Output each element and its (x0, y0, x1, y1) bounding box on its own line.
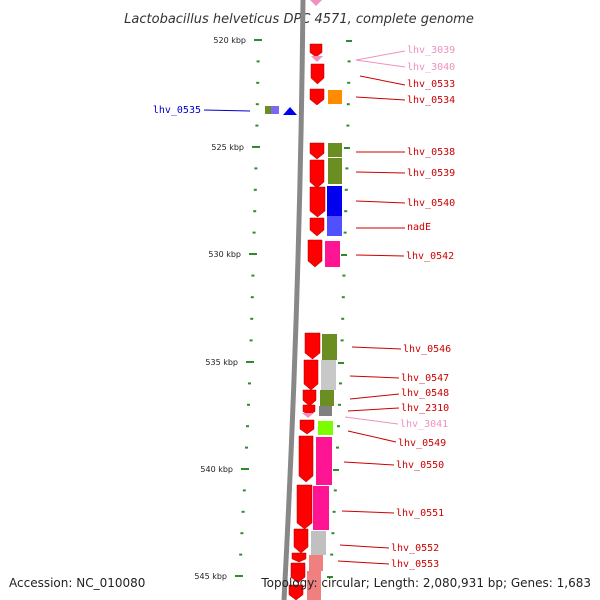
gene-label: lhv_2310 (401, 403, 449, 414)
gene-label: lhv_0553 (391, 559, 439, 570)
leader-line (355, 171, 406, 174)
gene-label: lhv_0538 (407, 147, 455, 158)
gene-block (271, 106, 279, 114)
gene-block (265, 106, 271, 114)
forward-gene-arrow (309, 186, 326, 218)
gene-label: lhv_0542 (406, 251, 454, 262)
forward-gene-arrow (309, 142, 325, 160)
gene-block (325, 241, 340, 267)
gene-block (311, 531, 326, 555)
leader-line (355, 59, 406, 68)
gene-label: lhv_0540 (407, 198, 455, 209)
gene-label: lhv_3039 (407, 45, 455, 56)
gene-chevron (302, 413, 314, 418)
reverse-gene-arrow (283, 107, 297, 115)
gene-features (265, 43, 342, 600)
leader-line (343, 461, 395, 466)
gene-label: lhv_0549 (398, 438, 446, 449)
gene-block (309, 555, 323, 571)
map-title: Lactobacillus helveticus DPC 4571, compl… (124, 12, 474, 27)
forward-gene-arrow (302, 389, 317, 407)
gene-label: lhv_0534 (407, 95, 455, 106)
leader-line (337, 560, 390, 565)
leader-line (349, 393, 400, 400)
forward-gene-arrow (290, 562, 306, 584)
gene-label: lhv_0551 (396, 508, 444, 519)
forward-gene-arrow (309, 43, 323, 58)
leader-line (344, 416, 399, 425)
forward-gene-arrow (310, 63, 325, 85)
accession-text: Accession: NC_010080 (9, 576, 146, 590)
gene-block (322, 334, 337, 360)
gene-block (327, 216, 342, 236)
gene-block (327, 186, 342, 216)
gene-block (313, 486, 329, 530)
kbp-label: 540 kbp (200, 465, 233, 474)
gene-label: lhv_0550 (396, 460, 444, 471)
top-cap-arrow (310, 0, 322, 6)
leader-line (355, 96, 406, 101)
leader-line (349, 375, 400, 379)
genome-backbone (281, 0, 306, 600)
forward-gene-arrow (304, 332, 321, 360)
kbp-ruler: 520 kbp 525 kbp 530 kbp 535 kbp 540 kbp 545 k… (194, 36, 352, 581)
leader-line (203, 109, 251, 112)
leader-line (351, 346, 402, 350)
forward-gene-arrow (298, 435, 314, 483)
gene-label: lhv_0548 (401, 388, 449, 399)
gene-label: lhv_0552 (391, 543, 439, 554)
leader-line (347, 430, 397, 443)
gene-label: lhv_0539 (407, 168, 455, 179)
leader-line (341, 510, 395, 514)
genome-summary: Topology: circular; Length: 2,080,931 bp… (261, 576, 591, 590)
gene-label: lhv_3041 (400, 419, 448, 430)
gene-block (319, 406, 332, 416)
leader-line (355, 200, 406, 204)
gene-block (328, 143, 342, 157)
gene-label: lhv_0547 (401, 373, 449, 384)
forward-gene-arrow (309, 88, 325, 106)
gene-block (320, 390, 334, 406)
leader-line (355, 50, 406, 61)
forward-gene-arrow (309, 217, 325, 237)
kbp-label: 545 kbp (194, 572, 227, 581)
gene-label: lhv_0535 (153, 105, 201, 116)
leader-line (339, 544, 390, 549)
forward-gene-arrow (303, 359, 319, 391)
gene-label: lhv_3040 (407, 62, 455, 73)
leader-line (347, 407, 400, 412)
leader-line (355, 254, 405, 257)
forward-gene-arrow (296, 484, 313, 530)
gene-label: lhv_0546 (403, 344, 451, 355)
kbp-label: 530 kbp (208, 250, 241, 259)
kbp-label: 525 kbp (211, 143, 244, 152)
gene-block (328, 90, 342, 104)
forward-gene-arrow (288, 584, 304, 600)
kbp-label: 535 kbp (205, 358, 238, 367)
leader-line (359, 75, 406, 86)
gene-block (321, 360, 336, 390)
gene-block (318, 421, 333, 435)
forward-gene-arrow (299, 419, 315, 435)
gene-label: lhv_0533 (407, 79, 455, 90)
forward-gene-arrow (307, 239, 323, 268)
kbp-label: 520 kbp (213, 36, 246, 45)
gene-labels: lhv_3039 lhv_3040 lhv_0533 lhv_0534 lhv_0535… (153, 45, 455, 570)
forward-gene-arrow (291, 552, 307, 563)
forward-gene-arrow (293, 528, 309, 554)
gene-label: nadE (407, 222, 431, 233)
gene-chevron (311, 56, 323, 62)
forward-gene-arrow (309, 159, 325, 189)
gene-block (307, 571, 321, 600)
gene-block (316, 437, 332, 485)
gene-block (328, 158, 342, 184)
